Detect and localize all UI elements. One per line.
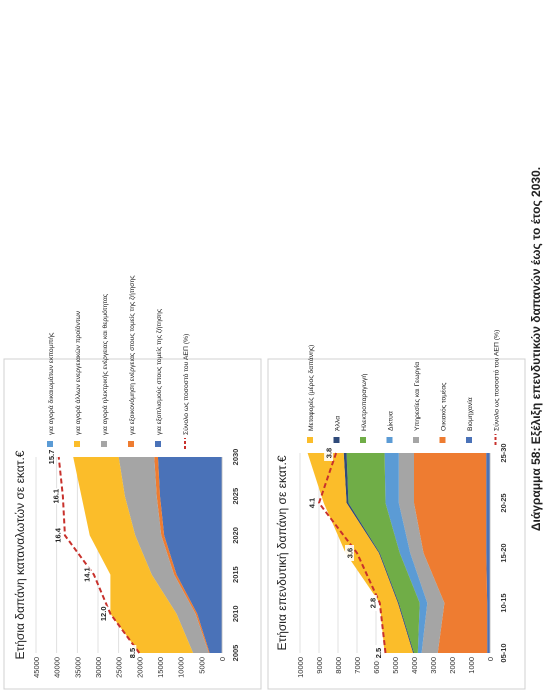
- data-label-bg: [324, 445, 334, 461]
- data-label-bg: [81, 566, 91, 583]
- x-tick-label: 2010: [231, 605, 240, 622]
- y-tick-label: 1000: [467, 657, 476, 674]
- legend-swatch: [439, 437, 446, 443]
- y-tick-label: 9000: [315, 657, 324, 674]
- y-tick-label: 5000: [391, 657, 400, 674]
- gdp-share-label: 8.5: [128, 648, 137, 658]
- data-label-bg: [52, 527, 62, 544]
- legend-swatch: [333, 437, 340, 443]
- gdp-share-label: 3.6: [346, 548, 355, 558]
- gdp-share-label: 3.8: [325, 448, 334, 458]
- legend-label: για αγορά ηλεκτρικής ενέργειας και θερμό…: [101, 293, 109, 435]
- legend-label: Δίκτυα: [387, 411, 395, 431]
- x-tick-label: 2015: [231, 566, 240, 583]
- gdp-share-line: [317, 452, 387, 654]
- y-tick-label: 0: [486, 657, 495, 661]
- gdp-share-label: 4.1: [308, 498, 317, 508]
- y-tick-label: 10000: [296, 657, 305, 678]
- legend-label: για εξοπλισμούς στους τομείς της ζήτησης: [155, 308, 163, 435]
- y-tick-label: 10000: [177, 657, 186, 678]
- legend-swatch: [307, 437, 313, 443]
- data-label-bg: [98, 605, 108, 622]
- legend-label: Οικιακός τομέας: [440, 382, 448, 431]
- area-series-3: [118, 457, 209, 653]
- y-tick-label: 2000: [448, 657, 457, 674]
- legend-swatch: [101, 441, 107, 447]
- y-tick-label: 4000: [410, 657, 419, 674]
- legend-swatch: [155, 441, 161, 447]
- x-tick-label: 15-20: [499, 543, 508, 562]
- legend-label: Υπηρεσίες και Γεωργία: [413, 362, 421, 431]
- y-tick-label: 6000: [372, 657, 381, 674]
- legend-swatch: [386, 437, 393, 443]
- legend-swatch: [466, 437, 472, 443]
- legend-label: για αγορά άλλων ενεργειακών προϊόντων: [74, 310, 82, 435]
- y-tick-label: 30000: [94, 657, 103, 678]
- y-tick-label: 8000: [334, 657, 343, 674]
- legend-label: για αγορά δικαιωμάτων εκπομπής: [47, 332, 55, 435]
- legend-label: Σύνολο ως ποσοστό του ΑΕΠ (%): [182, 334, 190, 435]
- gdp-share-label: 15.7: [47, 450, 56, 465]
- gdp-share-label: 2.5: [374, 648, 383, 658]
- legend-swatch: [128, 441, 134, 447]
- y-tick-label: 0: [218, 657, 227, 661]
- x-tick-label: 05-10: [499, 643, 508, 662]
- area-series-3: [398, 453, 445, 653]
- area-series-5: [346, 453, 420, 653]
- legend-swatch: [47, 441, 53, 447]
- x-tick-label: 2020: [231, 527, 240, 544]
- data-label-bg: [127, 645, 137, 661]
- data-label-bg: [50, 488, 60, 505]
- x-tick-label: 2005: [231, 645, 240, 662]
- x-tick-label: 25-30: [499, 443, 508, 462]
- legend-label: για εξοικονόμηση ενέργειας στους τομείς …: [128, 275, 136, 435]
- y-tick-label: 7000: [353, 657, 362, 674]
- legend-label: Μεταφορές (μέρος δαπάνης): [307, 345, 315, 431]
- data-label-bg: [345, 545, 354, 561]
- legend-label: Ηλεκτροπαραγωγή: [361, 374, 368, 431]
- chart-title: Ετήσια δαπάνη καταναλωτών σε εκατ.€: [13, 450, 27, 659]
- x-tick-label: 20-25: [499, 493, 508, 512]
- data-label-bg: [367, 595, 377, 611]
- gdp-share-label: 2.8: [368, 598, 377, 608]
- legend-label: Άλλα: [335, 416, 342, 431]
- x-tick-label: 10-15: [499, 593, 508, 612]
- gdp-share-label: 16.1: [51, 489, 60, 504]
- gdp-share-label: 16.4: [53, 527, 62, 542]
- gdp-share-label: 12.0: [99, 606, 108, 621]
- legend-swatch: [413, 437, 419, 443]
- legend-swatch: [74, 441, 80, 447]
- y-tick-label: 15000: [156, 657, 165, 678]
- y-tick-label: 40000: [53, 657, 62, 678]
- y-tick-label: 3000: [429, 657, 438, 674]
- legend-label: Βιομηχανία: [466, 397, 474, 431]
- area-series-4: [384, 453, 428, 653]
- gdp-share-line: [57, 456, 141, 654]
- y-tick-label: 20000: [135, 657, 144, 678]
- x-tick-label: 2025: [231, 488, 240, 505]
- data-label-bg: [46, 449, 56, 465]
- area-series-1: [157, 457, 222, 653]
- figure-caption: Διάγραμμα 58: Εξέλιξη επενδυτικών δαπανώ…: [529, 167, 543, 531]
- legend-label: Σύνολο ως ποσοστό του ΑΕΠ (%): [493, 330, 501, 431]
- chart-2: Ετήσια επενδυτική δαπάνη σε εκατ.€ 0 1000 2…: [275, 330, 508, 678]
- area-series-2: [414, 453, 488, 653]
- area-series-4: [73, 457, 194, 653]
- y-tick-label: 45000: [32, 657, 41, 678]
- chart-1: Ετήσια δαπάνη καταναλωτών σε εκατ.€ 0 5000…: [13, 275, 240, 678]
- gdp-share-label: 14.1: [82, 567, 91, 582]
- chart-title: Ετήσια επενδυτική δαπάνη σε εκατ.€: [275, 455, 289, 650]
- data-label-bg: [373, 645, 383, 661]
- legend-swatch: [360, 437, 366, 443]
- y-tick-label: 25000: [115, 657, 124, 678]
- y-tick-label: 35000: [73, 657, 82, 678]
- area-series-7: [307, 453, 414, 653]
- x-tick-label: 2030: [231, 449, 240, 466]
- data-label-bg: [307, 495, 316, 511]
- y-tick-label: 5000: [197, 657, 206, 674]
